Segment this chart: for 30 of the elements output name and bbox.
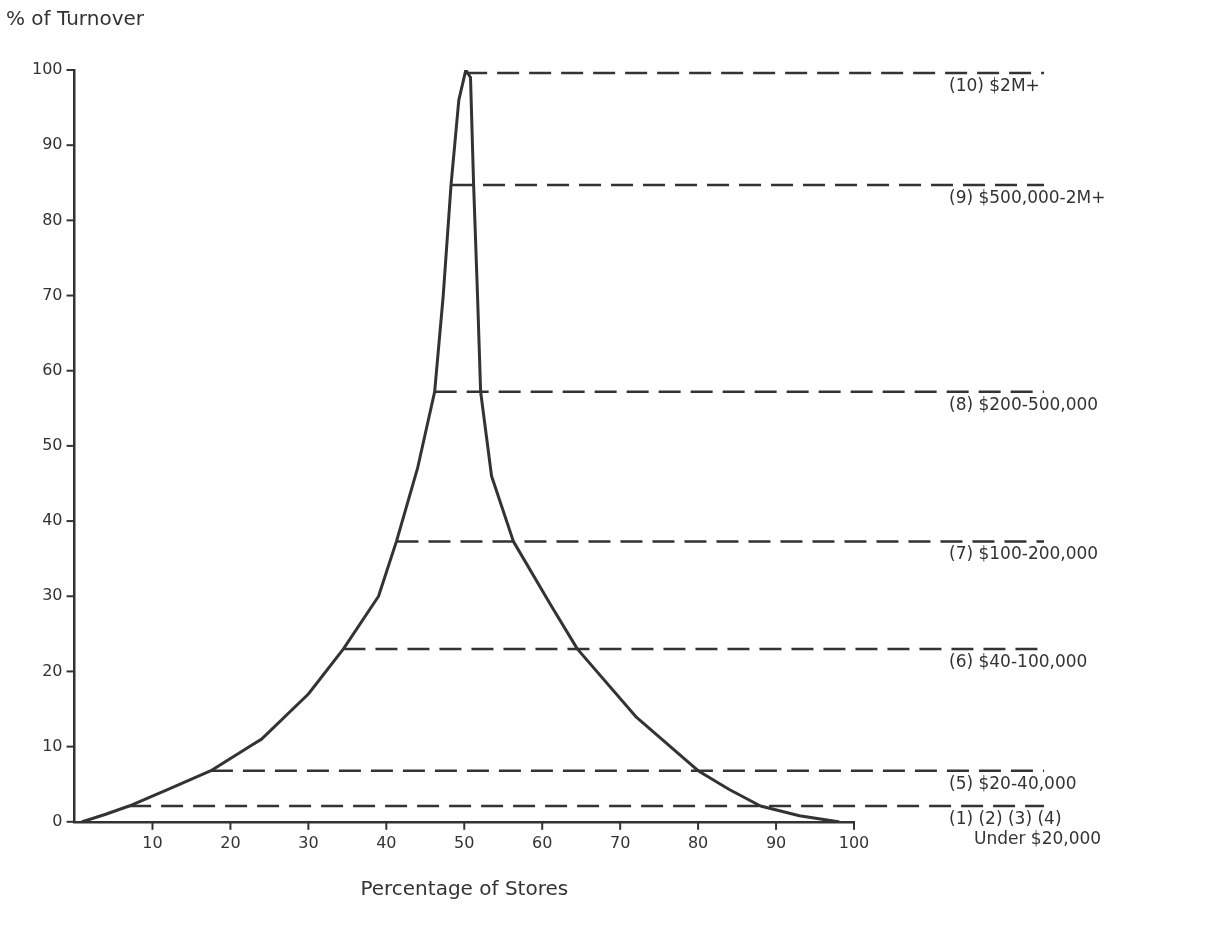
y-tick-label: 30 (42, 585, 63, 605)
x-tick-label: 70 (609, 832, 631, 852)
text: (8) $200-500,000 (949, 393, 1099, 414)
text: (10) $2M+ (949, 74, 1040, 95)
x-tick-label: 30 (298, 832, 319, 852)
y-tick-label: 40 (42, 510, 63, 530)
text: (1) (2) (3) (4) Under $20,000 (949, 807, 1102, 848)
x-tick-label: 90 (765, 832, 787, 852)
text: (7) $100-200,000 (949, 543, 1099, 564)
x-tick-label: 80 (687, 832, 709, 852)
text: (5) $20-40,000 (949, 772, 1077, 793)
y-tick-label: 10 (42, 735, 63, 755)
y-tick-label: 50 (42, 435, 63, 455)
x-tick-label: 20 (220, 832, 241, 852)
y-axis-title: % of Turnover (6, 6, 145, 31)
x-axis-title: Percentage of Stores (360, 876, 569, 900)
x-tick-label: 50 (454, 832, 475, 852)
text: (6) $40-100,000 (949, 650, 1088, 671)
y-tick-label: 80 (42, 209, 63, 229)
x-tick-label: 100 (838, 832, 870, 852)
x-tick-label: 40 (376, 832, 397, 852)
y-tick-label: 90 (42, 134, 63, 154)
y-tick-label: 100 (31, 59, 63, 79)
x-tick-label: 60 (532, 832, 553, 852)
y-tick-label: 60 (42, 359, 63, 379)
text: (9) $500,000-2M+ (949, 186, 1106, 207)
y-tick-label: 70 (42, 284, 63, 304)
y-tick-label: 0 (52, 810, 63, 830)
y-tick-label: 20 (42, 660, 63, 680)
x-tick-label: 10 (142, 832, 163, 852)
